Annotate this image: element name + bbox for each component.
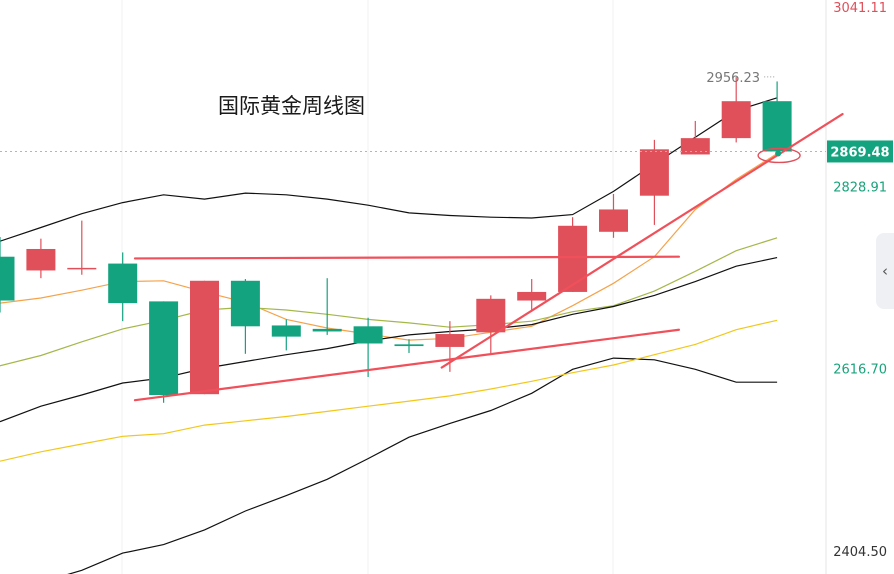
candle-body bbox=[0, 256, 15, 301]
candle-body bbox=[762, 101, 792, 152]
candle bbox=[108, 252, 138, 322]
ma-line bbox=[0, 237, 778, 367]
candle bbox=[312, 278, 342, 335]
trendline bbox=[133, 255, 681, 260]
candle bbox=[476, 295, 506, 354]
candle-body bbox=[190, 280, 219, 395]
chevron-left-icon: ‹ bbox=[882, 262, 888, 280]
candle-body bbox=[721, 101, 751, 139]
candle bbox=[517, 279, 547, 311]
y-tick-label: 2616.70 bbox=[833, 363, 887, 378]
high-price-label: 2956.23 bbox=[706, 71, 760, 86]
candle bbox=[230, 279, 260, 354]
highlight-ellipse bbox=[757, 147, 801, 164]
candle-body bbox=[271, 325, 301, 337]
candle-body bbox=[149, 301, 179, 396]
candle-body bbox=[67, 267, 97, 270]
y-tick-label: 2404.50 bbox=[833, 545, 887, 560]
ma-line bbox=[0, 319, 778, 462]
candle-body bbox=[517, 291, 547, 301]
current-price-label: 2869.48 bbox=[830, 145, 889, 160]
candle bbox=[271, 319, 301, 351]
candle-body bbox=[599, 209, 628, 232]
candle bbox=[435, 321, 465, 372]
candle bbox=[680, 120, 710, 155]
candle-body bbox=[394, 344, 424, 347]
last-price-dot bbox=[775, 150, 782, 157]
candle-body bbox=[230, 280, 260, 327]
candle-body bbox=[680, 138, 710, 155]
candle bbox=[0, 236, 15, 313]
candle-body bbox=[108, 263, 138, 304]
candle bbox=[762, 81, 792, 157]
candle-body bbox=[476, 298, 506, 333]
chart-title: 国际黄金周线图 bbox=[218, 94, 365, 118]
side-panel-toggle[interactable]: ‹ bbox=[876, 233, 894, 309]
trendline bbox=[133, 328, 681, 402]
candle-body bbox=[312, 328, 342, 332]
candle bbox=[190, 280, 219, 395]
candle bbox=[67, 220, 97, 275]
candle-body bbox=[435, 334, 465, 347]
candle bbox=[639, 139, 669, 225]
candle bbox=[599, 193, 628, 238]
candle-body bbox=[639, 149, 669, 196]
current-price-badge-bg bbox=[827, 140, 893, 163]
candle bbox=[558, 217, 588, 292]
candle-body bbox=[26, 248, 56, 271]
current-price-badge: 2869.48 bbox=[827, 140, 893, 163]
candle bbox=[353, 317, 383, 378]
candle bbox=[149, 301, 179, 403]
candle bbox=[721, 77, 751, 143]
trendline bbox=[440, 112, 844, 369]
candle bbox=[26, 238, 56, 279]
ma-line bbox=[0, 257, 778, 423]
bollinger-lower-line bbox=[67, 357, 778, 574]
y-tick-label: 2828.91 bbox=[833, 180, 887, 195]
candle-body bbox=[353, 326, 383, 344]
y-tick-label: 3041.11 bbox=[833, 1, 887, 16]
candle bbox=[394, 339, 424, 353]
candle-body bbox=[558, 225, 588, 292]
